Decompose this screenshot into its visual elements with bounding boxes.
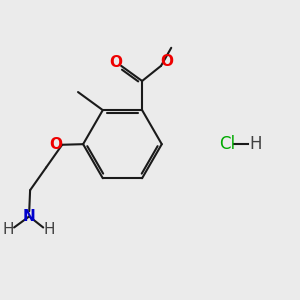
Text: O: O xyxy=(49,137,62,152)
Text: N: N xyxy=(23,209,36,224)
Text: O: O xyxy=(160,54,173,69)
Text: H: H xyxy=(43,222,55,237)
Text: H: H xyxy=(249,135,262,153)
Text: H: H xyxy=(2,222,14,237)
Text: O: O xyxy=(110,55,122,70)
Text: Cl: Cl xyxy=(219,135,236,153)
